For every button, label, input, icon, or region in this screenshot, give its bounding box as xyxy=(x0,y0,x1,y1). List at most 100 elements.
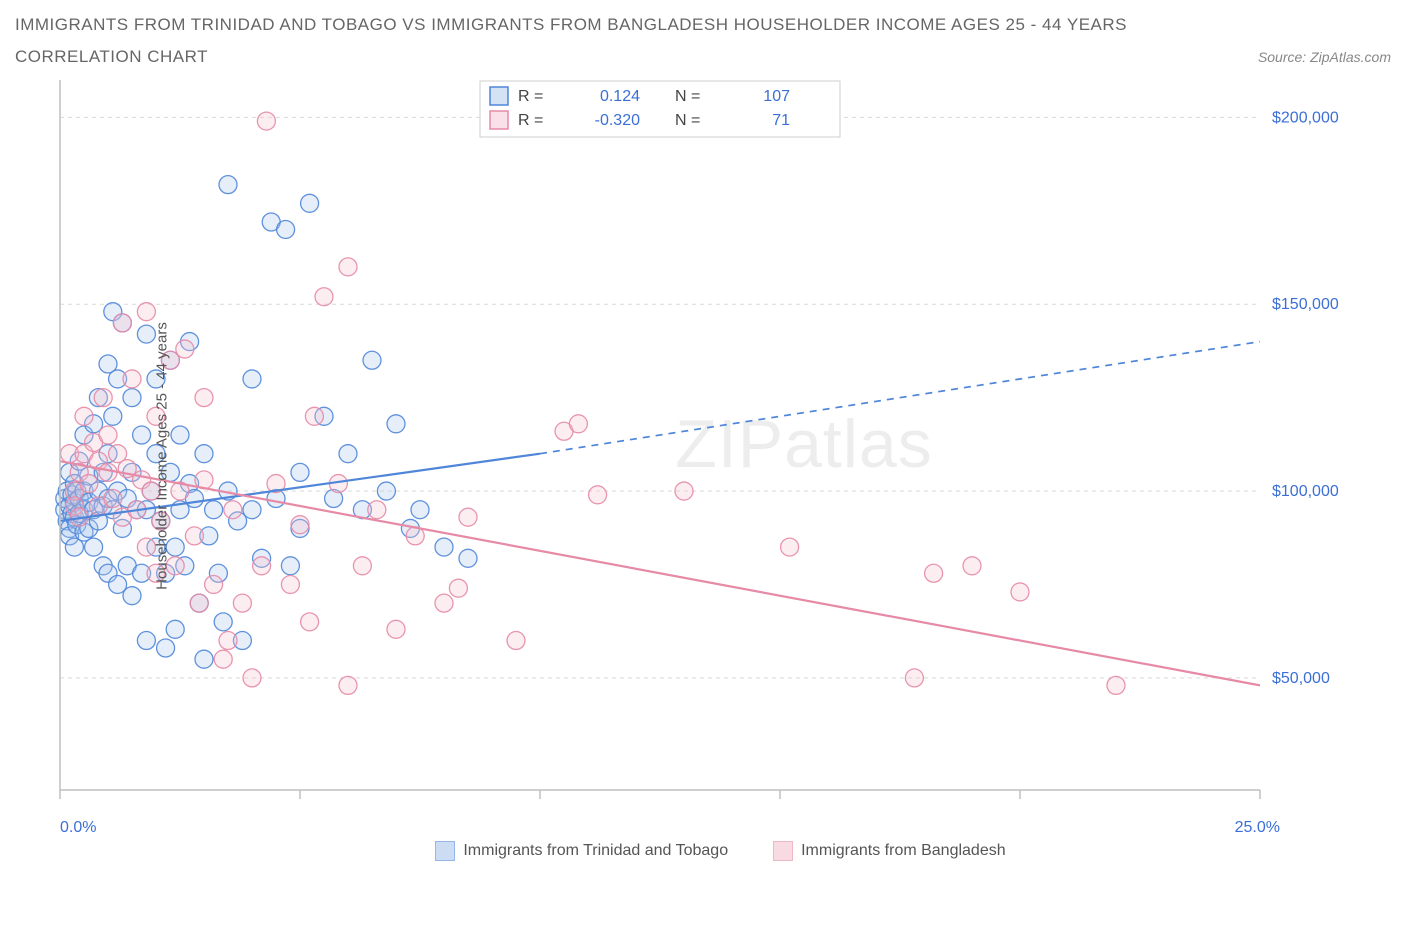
stats-N-value-trinidad: 107 xyxy=(763,88,790,105)
data-point xyxy=(205,575,223,593)
stats-R-value-trinidad: 0.124 xyxy=(600,88,640,105)
data-point xyxy=(224,501,242,519)
y-tick-label: $200,000 xyxy=(1272,109,1339,126)
stats-R-value-bangladesh: -0.320 xyxy=(595,112,640,129)
data-point xyxy=(905,669,923,687)
data-point xyxy=(291,516,309,534)
data-point xyxy=(190,594,208,612)
legend-item-bangladesh: Immigrants from Bangladesh xyxy=(773,841,1006,861)
stats-swatch-bangladesh xyxy=(490,111,508,129)
x-min-label: 0.0% xyxy=(60,819,96,837)
data-point xyxy=(195,389,213,407)
data-point xyxy=(1107,676,1125,694)
data-point xyxy=(305,407,323,425)
trend-line-bangladesh xyxy=(60,461,1260,685)
chart-title-block: IMMIGRANTS FROM TRINIDAD AND TOBAGO VS I… xyxy=(15,15,1391,67)
data-point xyxy=(459,549,477,567)
data-point xyxy=(233,594,251,612)
y-tick-label: $150,000 xyxy=(1272,296,1339,313)
data-point xyxy=(377,482,395,500)
data-point xyxy=(85,538,103,556)
data-point xyxy=(589,486,607,504)
data-point xyxy=(281,575,299,593)
data-point xyxy=(157,639,175,657)
y-axis-label: Householder Income Ages 25 - 44 years xyxy=(153,322,170,590)
stats-N-label: N = xyxy=(675,88,700,105)
series-bangladesh xyxy=(61,112,1125,694)
legend-swatch-trinidad xyxy=(435,841,455,861)
data-point xyxy=(195,650,213,668)
stats-N-label: N = xyxy=(675,112,700,129)
data-point xyxy=(925,564,943,582)
data-point xyxy=(253,557,271,575)
stats-R-label: R = xyxy=(518,88,543,105)
stats-swatch-trinidad xyxy=(490,87,508,105)
y-tick-label: $50,000 xyxy=(1272,670,1330,687)
data-point xyxy=(339,258,357,276)
data-point xyxy=(675,482,693,500)
data-point xyxy=(99,426,117,444)
chart-area: Householder Income Ages 25 - 44 years $5… xyxy=(50,75,1391,837)
scatter-chart: $50,000$100,000$150,000$200,000ZIPatlasR… xyxy=(50,75,1350,815)
data-point xyxy=(411,501,429,519)
data-point xyxy=(1011,583,1029,601)
data-point xyxy=(243,501,261,519)
data-point xyxy=(123,587,141,605)
data-point xyxy=(781,538,799,556)
series-trinidad xyxy=(56,176,477,669)
data-point xyxy=(339,676,357,694)
data-point xyxy=(353,557,371,575)
data-point xyxy=(435,594,453,612)
data-point xyxy=(449,579,467,597)
data-point xyxy=(257,112,275,130)
data-point xyxy=(315,288,333,306)
data-point xyxy=(104,407,122,425)
data-point xyxy=(569,415,587,433)
legend-label-bangladesh: Immigrants from Bangladesh xyxy=(801,842,1006,860)
data-point xyxy=(113,314,131,332)
data-point xyxy=(363,351,381,369)
stats-R-label: R = xyxy=(518,112,543,129)
data-point xyxy=(185,527,203,545)
stats-N-value-bangladesh: 71 xyxy=(772,112,790,129)
data-point xyxy=(195,445,213,463)
data-point xyxy=(963,557,981,575)
data-point xyxy=(387,415,405,433)
data-point xyxy=(368,501,386,519)
data-point xyxy=(387,620,405,638)
data-point xyxy=(301,613,319,631)
data-point xyxy=(219,632,237,650)
legend-item-trinidad: Immigrants from Trinidad and Tobago xyxy=(435,841,728,861)
data-point xyxy=(281,557,299,575)
data-point xyxy=(94,389,112,407)
data-point xyxy=(459,508,477,526)
data-point xyxy=(339,445,357,463)
data-point xyxy=(176,340,194,358)
x-max-label: 25.0% xyxy=(1235,819,1280,837)
data-point xyxy=(435,538,453,556)
data-point xyxy=(137,303,155,321)
legend-label-trinidad: Immigrants from Trinidad and Tobago xyxy=(463,842,728,860)
data-point xyxy=(75,407,93,425)
x-axis-extremes: 0.0% 25.0% xyxy=(50,819,1350,837)
data-point xyxy=(243,370,261,388)
data-point xyxy=(205,501,223,519)
data-point xyxy=(277,220,295,238)
data-point xyxy=(104,490,122,508)
chart-title-line2: CORRELATION CHART xyxy=(15,47,208,67)
data-point xyxy=(507,632,525,650)
watermark: ZIPatlas xyxy=(675,406,932,482)
data-point xyxy=(214,650,232,668)
data-point xyxy=(123,389,141,407)
data-point xyxy=(133,426,151,444)
data-point xyxy=(137,632,155,650)
data-point xyxy=(123,370,141,388)
data-point xyxy=(219,176,237,194)
source-label: Source: ZipAtlas.com xyxy=(1258,49,1391,65)
legend: Immigrants from Trinidad and Tobago Immig… xyxy=(50,841,1391,861)
data-point xyxy=(243,669,261,687)
data-point xyxy=(171,426,189,444)
chart-title-line1: IMMIGRANTS FROM TRINIDAD AND TOBAGO VS I… xyxy=(15,15,1391,35)
data-point xyxy=(166,620,184,638)
legend-swatch-bangladesh xyxy=(773,841,793,861)
